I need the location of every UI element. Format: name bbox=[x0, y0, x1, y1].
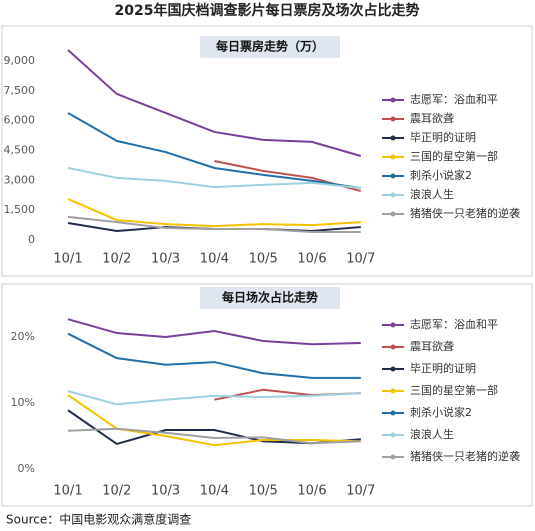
series-line bbox=[67, 112, 361, 190]
x-tick-label: 10/3 bbox=[151, 252, 180, 267]
legend-label: 毕正明的证明 bbox=[410, 130, 476, 144]
legend-label: 猪猪侠一只老猪的逆袭 bbox=[410, 206, 520, 220]
x-tick-label: 10/3 bbox=[151, 484, 180, 499]
y-tick-label: 6,000 bbox=[4, 114, 36, 127]
series-line bbox=[67, 215, 361, 234]
legend-dot bbox=[390, 173, 396, 179]
y-tick-label: 4,500 bbox=[4, 143, 36, 156]
x-tick-label: 10/2 bbox=[102, 484, 131, 499]
legend-dot bbox=[390, 97, 396, 103]
legend-label: 刺杀小说家2 bbox=[410, 405, 472, 419]
x-tick-label: 10/4 bbox=[200, 484, 229, 499]
legend-label: 三国的星空第一部 bbox=[410, 383, 498, 397]
subtitle: 每日场次占比走势 bbox=[222, 290, 318, 305]
legend-dot bbox=[390, 454, 396, 460]
legend-dot bbox=[390, 388, 396, 394]
y-tick-label: 1,500 bbox=[4, 203, 36, 216]
legend-label: 志愿军：浴血和平 bbox=[410, 317, 498, 331]
subtitle: 每日票房走势（万） bbox=[216, 39, 324, 54]
series-line bbox=[67, 427, 361, 445]
panel-frame bbox=[1, 283, 533, 507]
series-line bbox=[67, 390, 361, 406]
legend-dot bbox=[390, 192, 396, 198]
series-line bbox=[67, 318, 361, 346]
legend-label: 志愿军：浴血和平 bbox=[410, 92, 498, 106]
subtitle-box bbox=[200, 36, 340, 58]
legend-dot bbox=[390, 366, 396, 372]
legend-dot bbox=[390, 432, 396, 438]
series-line bbox=[67, 49, 362, 157]
y-tick-label: 10% bbox=[11, 396, 35, 409]
subtitle-box bbox=[200, 287, 340, 309]
x-tick-label: 10/6 bbox=[297, 252, 326, 267]
legend-label: 猪猪侠一只老猪的逆袭 bbox=[410, 449, 520, 463]
legend-label: 浪浪人生 bbox=[410, 187, 454, 201]
x-tick-label: 10/4 bbox=[200, 252, 229, 267]
x-tick-label: 10/2 bbox=[102, 252, 131, 267]
legend-dot bbox=[390, 410, 396, 416]
x-tick-label: 10/1 bbox=[53, 252, 82, 267]
x-tick-label: 10/5 bbox=[249, 484, 278, 499]
legend-dot bbox=[390, 211, 396, 217]
series-line bbox=[67, 332, 361, 379]
y-tick-label: 0% bbox=[18, 462, 35, 475]
legend-label: 毕正明的证明 bbox=[410, 361, 476, 375]
legend-label: 三国的星空第一部 bbox=[410, 149, 498, 163]
legend-dot bbox=[390, 154, 396, 160]
legend-dot bbox=[390, 116, 396, 122]
legend-dot bbox=[390, 344, 396, 350]
y-tick-label: 7,500 bbox=[4, 84, 36, 97]
legend-dot bbox=[390, 135, 396, 141]
y-tick-label: 3,000 bbox=[4, 173, 36, 186]
legend-label: 震耳欲聋 bbox=[410, 111, 454, 125]
x-tick-label: 10/5 bbox=[249, 252, 278, 267]
legend-label: 震耳欲聋 bbox=[410, 339, 454, 353]
legend-label: 刺杀小说家2 bbox=[410, 168, 472, 182]
source: Source：中国电影观众满意度调查 bbox=[6, 512, 191, 527]
y-tick-label: 20% bbox=[11, 330, 35, 343]
x-tick-label: 10/6 bbox=[297, 484, 326, 499]
legend-label: 浪浪人生 bbox=[410, 427, 454, 441]
y-tick-label: 9,000 bbox=[4, 54, 36, 67]
series-line bbox=[67, 198, 361, 228]
chart-title: 2025年国庆档调查影片每日票房及场次占比走势 bbox=[115, 2, 420, 19]
x-tick-label: 10/1 bbox=[53, 484, 82, 499]
x-tick-label: 10/7 bbox=[346, 484, 375, 499]
series-line bbox=[67, 166, 361, 190]
x-tick-label: 10/7 bbox=[346, 252, 375, 267]
y-tick-label: 0 bbox=[28, 233, 35, 246]
legend-dot bbox=[390, 322, 396, 328]
panel-frame bbox=[1, 25, 533, 277]
